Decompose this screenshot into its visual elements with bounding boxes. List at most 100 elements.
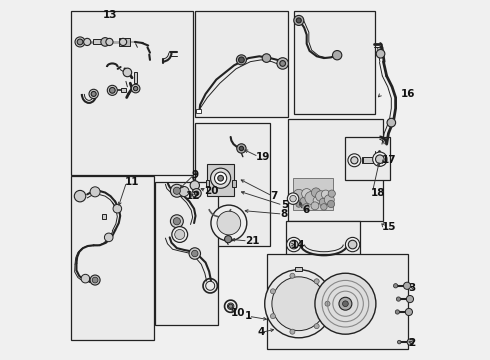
Text: 9: 9 — [191, 170, 198, 180]
Bar — [89, 278, 93, 282]
Circle shape — [313, 197, 320, 204]
Circle shape — [211, 205, 247, 241]
Circle shape — [277, 58, 289, 69]
Circle shape — [311, 202, 319, 210]
Bar — [71, 12, 193, 175]
Circle shape — [173, 187, 180, 194]
Circle shape — [173, 218, 180, 225]
Text: 16: 16 — [401, 89, 416, 99]
Bar — [195, 123, 270, 246]
Circle shape — [75, 37, 85, 47]
Circle shape — [343, 301, 348, 307]
Text: 14: 14 — [291, 239, 306, 249]
Circle shape — [215, 172, 227, 184]
Circle shape — [287, 237, 301, 252]
Text: 5: 5 — [281, 200, 288, 210]
Circle shape — [236, 55, 246, 65]
Circle shape — [302, 189, 312, 199]
Circle shape — [375, 155, 384, 163]
Bar — [294, 178, 333, 211]
Circle shape — [290, 240, 298, 249]
Circle shape — [290, 195, 296, 202]
Bar — [295, 267, 302, 271]
Circle shape — [239, 146, 244, 150]
Bar — [205, 180, 209, 187]
Circle shape — [320, 204, 327, 210]
Bar — [134, 72, 137, 83]
Text: 1: 1 — [245, 311, 252, 321]
Text: 20: 20 — [204, 186, 218, 196]
Circle shape — [133, 86, 138, 91]
Circle shape — [123, 68, 132, 77]
Circle shape — [190, 181, 199, 190]
Circle shape — [328, 190, 335, 197]
Text: 3: 3 — [408, 283, 416, 293]
Text: 4: 4 — [258, 327, 265, 337]
Circle shape — [106, 39, 113, 45]
Circle shape — [192, 189, 201, 198]
Text: 21: 21 — [245, 236, 260, 246]
Text: 8: 8 — [281, 209, 288, 219]
Circle shape — [272, 277, 326, 330]
Circle shape — [311, 188, 320, 197]
Circle shape — [237, 144, 246, 153]
Bar — [71, 176, 153, 339]
Circle shape — [324, 195, 334, 205]
Circle shape — [393, 284, 398, 288]
Circle shape — [403, 282, 411, 289]
Circle shape — [262, 54, 271, 62]
Circle shape — [270, 314, 275, 319]
Circle shape — [84, 39, 91, 45]
Circle shape — [101, 38, 109, 46]
Circle shape — [333, 50, 342, 60]
Circle shape — [171, 184, 183, 197]
Bar — [122, 88, 125, 93]
Circle shape — [321, 190, 330, 199]
Bar — [93, 40, 107, 44]
Text: 18: 18 — [370, 188, 385, 198]
Circle shape — [305, 192, 318, 204]
Text: 13: 13 — [103, 10, 118, 20]
Circle shape — [175, 229, 185, 239]
Circle shape — [396, 297, 401, 301]
Circle shape — [373, 152, 387, 166]
Circle shape — [120, 39, 126, 45]
Circle shape — [228, 304, 233, 309]
Text: 7: 7 — [270, 191, 277, 201]
Bar — [362, 157, 364, 163]
Circle shape — [195, 191, 199, 195]
Circle shape — [81, 274, 90, 283]
Circle shape — [290, 273, 295, 278]
Circle shape — [91, 91, 96, 96]
Circle shape — [296, 202, 302, 207]
Bar — [196, 109, 200, 113]
Circle shape — [339, 297, 352, 310]
Circle shape — [89, 89, 98, 99]
Bar — [345, 137, 390, 180]
Circle shape — [351, 157, 358, 164]
Circle shape — [387, 118, 395, 127]
Text: 6: 6 — [302, 206, 310, 216]
Circle shape — [239, 57, 245, 63]
Text: 11: 11 — [125, 177, 139, 187]
Circle shape — [345, 237, 360, 252]
Bar — [363, 157, 373, 163]
Bar — [267, 253, 408, 348]
Circle shape — [104, 233, 113, 242]
Circle shape — [179, 186, 189, 197]
Circle shape — [293, 189, 304, 201]
Circle shape — [294, 15, 304, 26]
Bar — [207, 164, 234, 196]
Circle shape — [109, 87, 115, 93]
Circle shape — [327, 201, 335, 208]
Bar — [286, 221, 360, 262]
Circle shape — [395, 310, 399, 314]
Circle shape — [348, 154, 361, 167]
Bar — [119, 38, 129, 45]
Bar — [232, 180, 236, 187]
Circle shape — [77, 39, 83, 45]
Circle shape — [92, 277, 98, 283]
Circle shape — [192, 250, 198, 257]
Circle shape — [172, 226, 188, 242]
Circle shape — [265, 270, 333, 338]
